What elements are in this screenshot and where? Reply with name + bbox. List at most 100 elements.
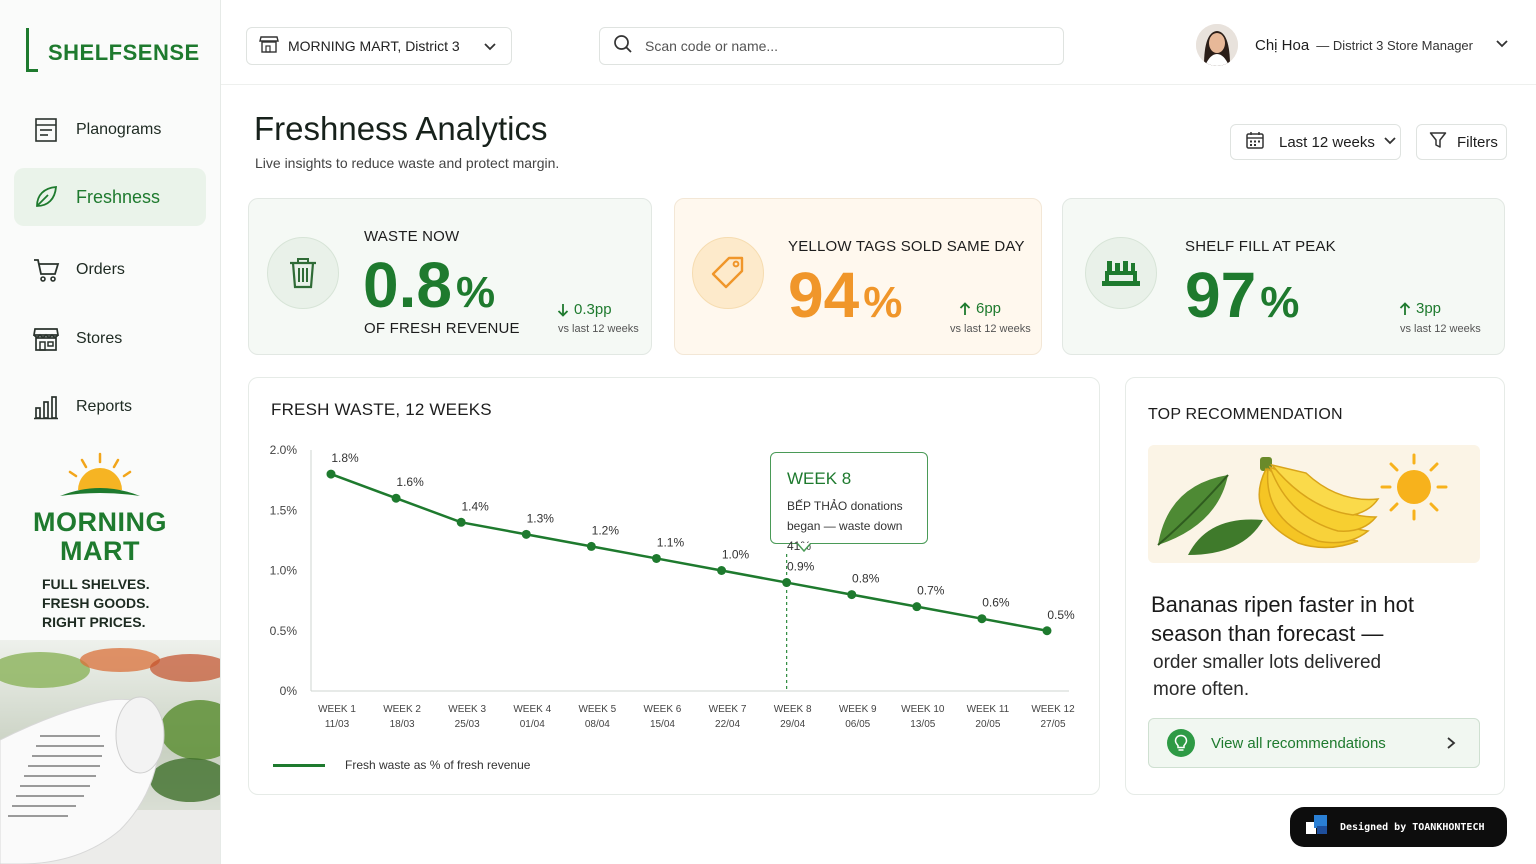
search-input[interactable] [645,38,1025,54]
legend-label: Fresh waste as % of fresh revenue [345,758,531,772]
sidebar-item-freshness[interactable]: Freshness [14,168,206,226]
leaf-icon [32,183,60,211]
header-divider [221,84,1536,85]
data-label: 1.6% [396,475,424,489]
data-point [521,529,531,539]
sidebar-item-stores[interactable]: Stores [14,310,206,368]
data-point [782,578,792,588]
sidebar-item-label: Freshness [76,186,161,207]
cart-icon [32,256,60,284]
x-tick-date-label: 27/05 [1040,719,1065,730]
data-label: 1.4% [462,499,490,513]
data-point [391,493,401,503]
filters-label: Filters [1457,133,1498,151]
data-point [977,614,987,624]
x-tick-label: WEEK 4 [513,704,551,715]
data-label: 0.8% [852,572,880,586]
designer-badge-text: Designed by TOANKHONTECH [1340,821,1485,833]
recommendation-body: order smaller lots delivered more often. [1153,652,1382,700]
x-tick-date-label: 25/03 [455,719,480,730]
x-tick-label: WEEK 6 [644,704,682,715]
brand-tagline-line: FULL SHELVES. [42,576,150,592]
lightbulb-icon [1167,729,1195,757]
sidebar-item-label: Orders [76,261,125,278]
data-label: 1.0% [722,548,750,562]
kpi-footnote: OF FRESH REVENUE [364,320,520,337]
brand-name-line1: MORNING [33,507,167,537]
search-icon [613,34,633,59]
receipt-photo [0,640,220,864]
kpi-value: 94% [788,263,902,335]
chevron-down-icon[interactable] [1495,36,1509,55]
store-icon [259,34,279,59]
kpi-label: WASTE NOW [364,228,460,245]
y-tick-label: 1.0% [270,564,298,578]
kpi-card-shelf-fill: SHELF FILL AT PEAK 97% 3pp vs last 12 we… [1062,198,1505,355]
calendar-icon [1245,130,1265,155]
date-range-label: Last 12 weeks [1279,133,1375,151]
brand-name-line2: MART [60,536,140,566]
user-menu[interactable]: Chị Hoa — District 3 Store Manager [1196,24,1509,66]
sidebar-item-reports[interactable]: Reports [14,378,206,436]
brand-tagline: FULL SHELVES. FRESH GOODS. RIGHT PRICES. [0,575,200,632]
sidebar: SHELFSENSE Planograms Freshness Orders S… [0,0,221,864]
user-role: — District 3 Store Manager [1316,37,1473,53]
brand-tagline-line: FRESH GOODS. [42,595,150,611]
kpi-delta: 0.3pp [557,301,612,318]
x-tick-date-label: 29/04 [780,719,805,730]
data-point [1042,626,1052,636]
x-tick-label: WEEK 12 [1031,704,1075,715]
series-line [330,472,1048,632]
kpi-delta-value: 3pp [1416,300,1442,317]
kpi-card-waste: WASTE NOW 0.8% OF FRESH REVENUE 0.3pp vs… [248,198,652,355]
recommendation-title: TOP RECOMMENDATION [1148,406,1343,423]
kpi-delta: 6pp [959,300,1001,317]
chart-title: FRESH WASTE, 12 WEEKS [271,400,492,419]
kpi-compare: vs last 12 weeks [558,323,639,335]
kpi-delta: 3pp [1399,300,1441,317]
y-tick-label: 2.0% [270,443,298,457]
data-label: 1.2% [592,523,620,537]
data-label: 1.8% [331,451,359,465]
app-logo[interactable]: SHELFSENSE [26,28,200,72]
kpi-delta-value: 0.3pp [574,301,612,318]
store-icon [32,325,60,353]
callout-pointer-icon [797,543,811,552]
x-tick-label: WEEK 2 [383,704,421,715]
sidebar-item-planograms[interactable]: Planograms [14,101,206,159]
fresh-waste-chart-card: FRESH WASTE, 12 WEEKS 2.0% 1.5% 1.0% 0.5% 0%… [248,377,1100,795]
recommendation-headline: Bananas ripen faster in hot season than … [1151,592,1414,646]
view-all-recommendations-button[interactable]: View all recommendations [1148,718,1480,768]
arrow-up-icon [1399,301,1411,315]
sidebar-item-orders[interactable]: Orders [14,241,206,299]
callout-line: BẾP THẢO donations [787,499,903,513]
brand-tagline-line: RIGHT PRICES. [42,614,146,630]
search-bar[interactable] [599,27,1064,65]
chart-legend: Fresh waste as % of fresh revenue [273,758,530,772]
x-tick-label: WEEK 10 [901,704,945,715]
date-range-dropdown[interactable]: Last 12 weeks [1230,124,1401,160]
avatar[interactable] [1196,24,1238,66]
sidebar-item-label: Stores [76,330,123,347]
user-name: Chị Hoa [1255,36,1310,54]
bananas-illustration [1148,445,1480,563]
bar-chart-icon [32,393,60,421]
x-tick-label: WEEK 9 [839,704,877,715]
sun-logo-icon [60,452,140,496]
x-tick-label: WEEK 3 [448,704,486,715]
data-point [717,566,727,575]
filters-button[interactable]: Filters [1416,124,1507,160]
arrow-down-icon [557,303,569,317]
data-point [912,602,922,612]
store-selector-label: MORNING MART, District 3 [288,38,460,54]
kpi-value-unit: % [1260,278,1300,327]
planogram-icon [32,116,60,144]
data-label: 0.5% [1047,608,1075,622]
kpi-value-number: 97 [1185,259,1257,331]
x-tick-label: WEEK 8 [774,704,812,715]
kpi-value-unit: % [455,268,496,317]
data-point [847,590,857,600]
data-point [651,553,661,563]
filter-icon [1429,131,1447,154]
store-selector[interactable]: MORNING MART, District 3 [246,27,512,65]
